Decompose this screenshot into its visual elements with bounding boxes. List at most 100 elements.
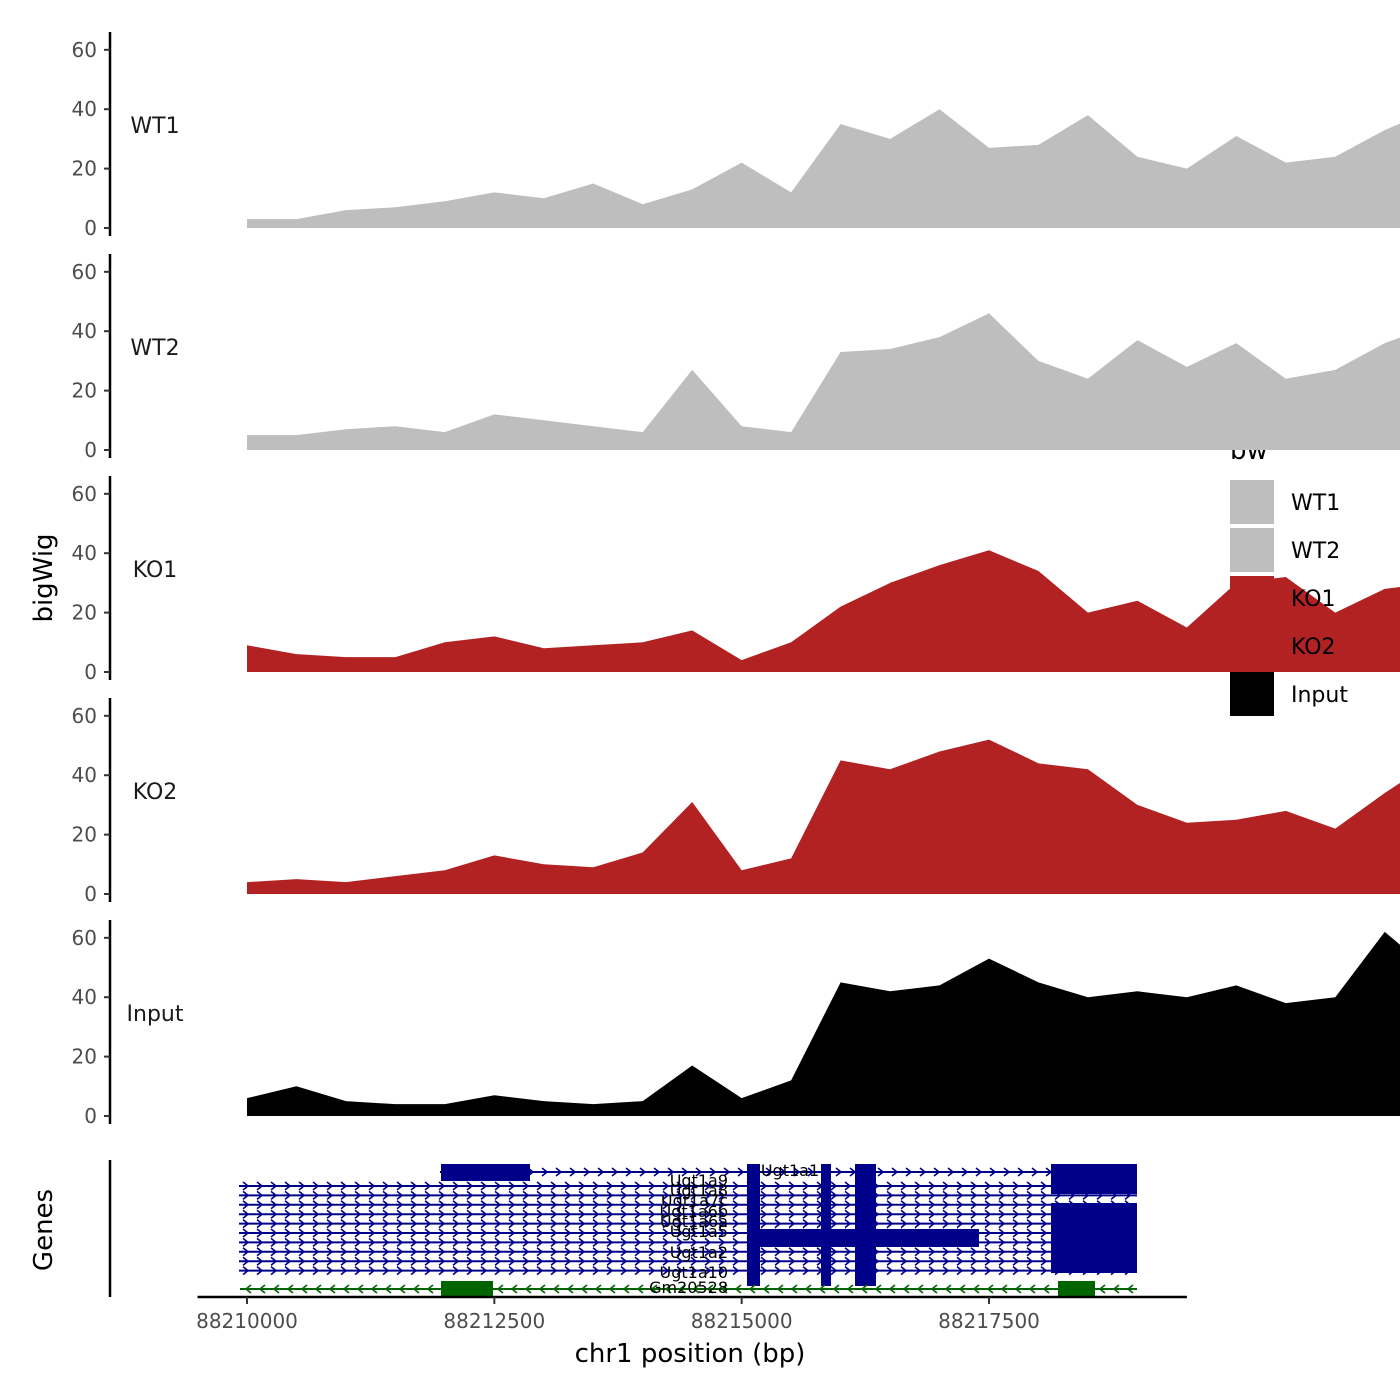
strand-chevron — [396, 1209, 404, 1219]
strand-chevron — [900, 1181, 908, 1191]
strand-chevron — [438, 1256, 446, 1266]
strand-chevron — [550, 1200, 558, 1210]
strand-chevron — [704, 1247, 712, 1257]
panel-label: WT1 — [130, 114, 179, 139]
strand-chevron — [536, 1256, 544, 1266]
strand-chevron — [1026, 1228, 1034, 1238]
exon-block — [855, 1164, 876, 1286]
strand-chevron — [354, 1256, 362, 1266]
strand-chevron — [326, 1265, 334, 1276]
strand-chevron — [1026, 1256, 1034, 1266]
strand-chevron — [779, 1167, 787, 1177]
genes-track-label: Genes — [29, 1189, 59, 1271]
strand-chevron — [989, 1167, 997, 1177]
strand-chevron — [242, 1228, 250, 1238]
strand-chevron — [340, 1218, 348, 1229]
strand-chevron — [914, 1190, 922, 1201]
exon-block — [747, 1164, 760, 1286]
strand-chevron — [524, 1284, 532, 1294]
strand-chevron — [916, 1284, 924, 1294]
strand-chevron — [382, 1218, 390, 1229]
strand-chevron — [667, 1167, 675, 1177]
legend-label: WT2 — [1291, 539, 1340, 564]
strand-chevron — [340, 1190, 348, 1201]
gene-label: Ugt1a1 — [761, 1161, 819, 1180]
strand-chevron — [723, 1167, 731, 1177]
strand-chevron — [550, 1181, 558, 1191]
strand-chevron — [704, 1265, 712, 1276]
strand-chevron — [1026, 1265, 1034, 1276]
y-tick-label: 60 — [72, 38, 97, 62]
strand-chevron — [242, 1200, 250, 1210]
y-tick-label: 20 — [72, 379, 97, 403]
strand-chevron — [928, 1247, 936, 1257]
strand-chevron — [844, 1200, 852, 1210]
strand-chevron — [942, 1190, 950, 1201]
strand-chevron — [830, 1265, 838, 1276]
strand-chevron — [774, 1247, 782, 1257]
strand-chevron — [620, 1190, 628, 1201]
strand-chevron — [606, 1228, 614, 1238]
strand-chevron — [569, 1167, 577, 1177]
strand-chevron — [802, 1200, 810, 1210]
strand-chevron — [368, 1228, 376, 1238]
strand-chevron — [410, 1181, 418, 1191]
strand-chevron — [508, 1247, 516, 1257]
strand-chevron — [984, 1228, 992, 1238]
strand-chevron — [947, 1167, 955, 1177]
strand-chevron — [886, 1247, 894, 1257]
strand-chevron — [956, 1190, 964, 1201]
strand-chevron — [382, 1256, 390, 1266]
strand-chevron — [676, 1228, 684, 1238]
panel-label: Input — [127, 1002, 184, 1027]
strand-chevron — [578, 1181, 586, 1191]
strand-chevron — [956, 1181, 964, 1191]
strand-chevron — [676, 1256, 684, 1266]
strand-chevron — [760, 1190, 768, 1201]
strand-chevron — [606, 1237, 614, 1248]
strand-chevron — [466, 1200, 474, 1210]
strand-chevron — [1017, 1167, 1025, 1177]
strand-chevron — [368, 1218, 376, 1229]
strand-chevron — [340, 1228, 348, 1238]
strand-chevron — [732, 1247, 740, 1257]
strand-chevron — [620, 1228, 628, 1238]
strand-chevron — [681, 1167, 689, 1177]
transcript-row — [239, 1209, 1137, 1219]
strand-chevron — [256, 1200, 264, 1210]
strand-chevron — [718, 1200, 726, 1210]
strand-chevron — [709, 1167, 717, 1177]
panel-label: KO1 — [133, 558, 178, 583]
strand-chevron — [900, 1265, 908, 1276]
strand-chevron — [396, 1247, 404, 1257]
strand-chevron — [956, 1265, 964, 1276]
strand-chevron — [368, 1256, 376, 1266]
strand-chevron — [256, 1190, 264, 1201]
strand-chevron — [452, 1256, 460, 1266]
strand-chevron — [718, 1190, 726, 1201]
strand-chevron — [522, 1265, 530, 1276]
strand-chevron — [835, 1167, 843, 1177]
strand-chevron — [298, 1265, 306, 1276]
strand-chevron — [466, 1228, 474, 1238]
y-tick-label: 20 — [72, 601, 97, 625]
strand-chevron — [844, 1209, 852, 1219]
y-tick-label: 0 — [84, 216, 97, 240]
strand-chevron — [312, 1181, 320, 1191]
strand-chevron — [466, 1218, 474, 1229]
strand-chevron — [732, 1200, 740, 1210]
strand-chevron — [270, 1200, 278, 1210]
strand-chevron — [900, 1247, 908, 1257]
gene-label: Ugt1a5 — [670, 1222, 728, 1241]
strand-chevron — [998, 1209, 1006, 1219]
strand-chevron — [760, 1209, 768, 1219]
strand-chevron — [438, 1209, 446, 1219]
strand-chevron — [1040, 1237, 1048, 1248]
legend-key — [1230, 672, 1274, 716]
strand-chevron — [550, 1209, 558, 1219]
strand-chevron — [578, 1265, 586, 1276]
strand-chevron — [732, 1228, 740, 1238]
strand-chevron — [494, 1265, 502, 1276]
strand-chevron — [536, 1218, 544, 1229]
strand-chevron — [706, 1284, 714, 1294]
